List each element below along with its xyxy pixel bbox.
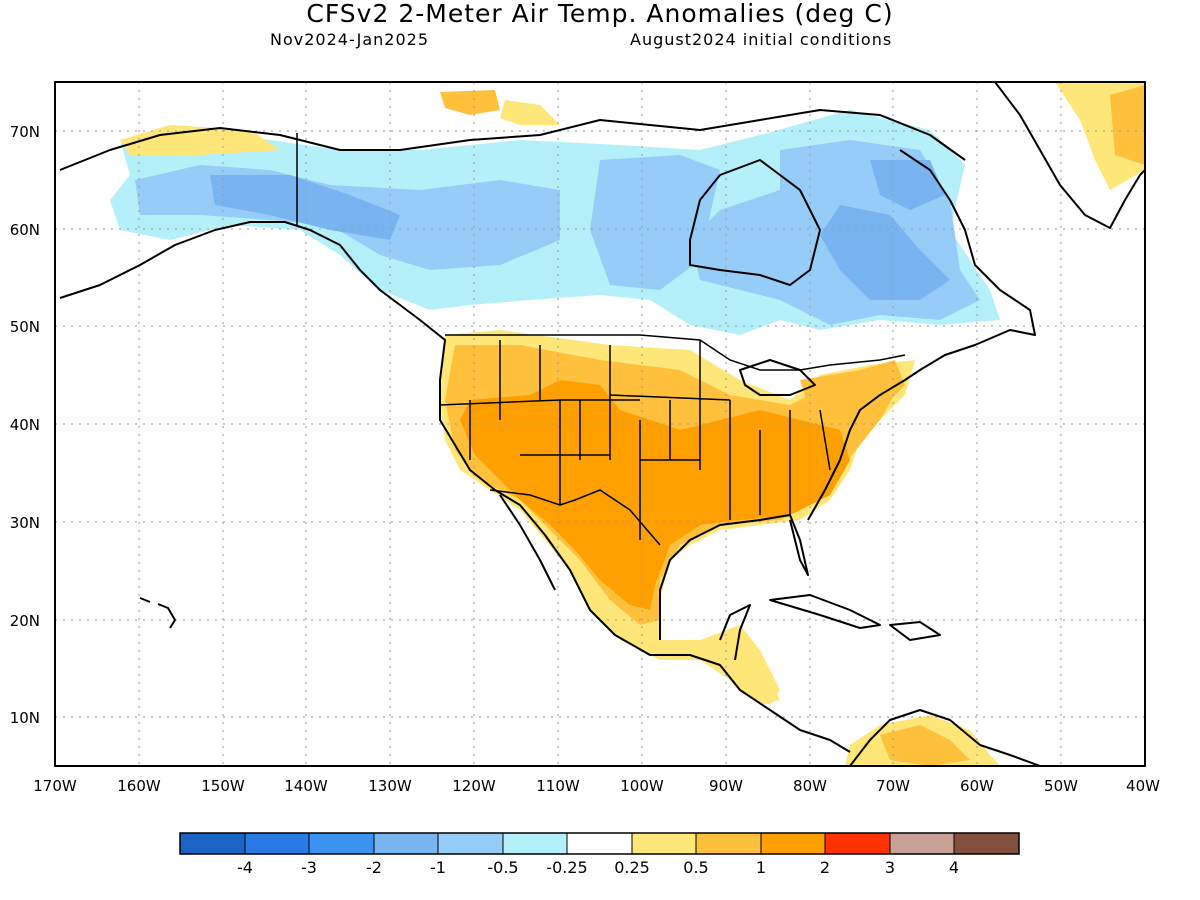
coastline-north-america: [59, 221, 851, 753]
colorbar-label: 4: [949, 858, 959, 877]
lon-label: 130W: [368, 777, 412, 795]
coastline-hawaii: [139, 597, 176, 629]
lat-label: 60N: [10, 221, 40, 239]
colorbar-label: -1: [430, 858, 446, 877]
colorbar-swatch: [953, 832, 1020, 855]
lon-label: 170W: [33, 777, 77, 795]
colorbar-label: 0.25: [614, 858, 650, 877]
coastline-cuba: [769, 594, 881, 629]
forecast-period: Nov2024-Jan2025: [270, 30, 429, 49]
coastlines: [59, 82, 1145, 766]
anomaly-region-quebec-strong: [820, 205, 950, 300]
initial-conditions-label: August2024 initial conditions: [630, 30, 893, 49]
colorbar-label: -4: [237, 858, 253, 877]
colorbar-swatch: [631, 832, 697, 855]
border-us-canada: [445, 334, 906, 371]
lon-label: 80W: [793, 777, 827, 795]
colorbar-swatch: [373, 832, 439, 855]
map-frame: [54, 81, 1146, 767]
colorbar-swatch: [760, 832, 826, 855]
map-title: CFSv2 2-Meter Air Temp. Anomalies (deg C…: [306, 0, 894, 28]
lat-label: 50N: [10, 318, 40, 336]
colorbar-label: 0.5: [683, 858, 708, 877]
border-us-states: [439, 340, 831, 540]
political-borders: [296, 133, 906, 546]
lon-label: 50W: [1044, 777, 1078, 795]
anomaly-region-southwest-us-mexico: [460, 380, 850, 610]
colorbar-label: 1: [756, 858, 766, 877]
coastline-arctic: [59, 109, 966, 171]
lat-label: 70N: [10, 123, 40, 141]
colorbar-swatch: [179, 832, 246, 855]
coastline-greenland: [994, 82, 1145, 229]
colorbar-frame: [179, 832, 1020, 855]
anomaly-region-south-america-core: [880, 725, 970, 766]
colorbar-swatch: [824, 832, 891, 855]
lon-label: 160W: [117, 777, 161, 795]
coastline-hispaniola: [889, 621, 941, 641]
colorbar-swatch: [244, 832, 310, 855]
colorbar-swatch: [695, 832, 762, 855]
anomaly-region-arctic-north: [500, 100, 560, 125]
colorbar: [179, 832, 1020, 855]
lat-label: 40N: [10, 416, 40, 434]
coastline-yucatan: [719, 604, 751, 661]
colorbar-label: -3: [301, 858, 317, 877]
lon-label: 60W: [960, 777, 994, 795]
colorbar-swatch: [566, 832, 633, 855]
anomaly-region-beaufort: [120, 125, 280, 155]
anomaly-region-northeast-us: [800, 360, 905, 420]
anomaly-shading: [110, 82, 1145, 766]
anomaly-region-baffin: [870, 160, 945, 210]
colorbar-swatch: [308, 832, 375, 855]
coastline-baja: [499, 494, 556, 591]
lon-label: 110W: [536, 777, 580, 795]
graticule: [55, 82, 1145, 766]
colorbar-label: -0.25: [546, 858, 587, 877]
anomaly-region-arctic-islands: [440, 90, 500, 115]
coastline-gulf-of-mexico: [659, 514, 809, 640]
lat-label: 10N: [10, 709, 40, 727]
colorbar-swatch: [437, 832, 504, 855]
colorbar-label: 3: [885, 858, 895, 877]
lon-label: 70W: [876, 777, 910, 795]
anomaly-region-greenland-core: [1110, 85, 1145, 165]
anomaly-region-central-america: [700, 625, 780, 705]
lon-label: 140W: [284, 777, 328, 795]
latitude-axis: 70N 60N 50N 40N 30N 20N 10N: [10, 123, 40, 727]
colorbar-label: -0.5: [487, 858, 518, 877]
lon-label: 40W: [1126, 777, 1160, 795]
lat-label: 30N: [10, 514, 40, 532]
coastline-east-coast: [807, 149, 1036, 521]
lon-label: 90W: [709, 777, 743, 795]
lon-label: 100W: [620, 777, 664, 795]
anomaly-region-alaska-strong: [210, 175, 400, 240]
colorbar-label: 2: [820, 858, 830, 877]
lon-label: 150W: [201, 777, 245, 795]
coastline-south-america: [849, 709, 1041, 766]
colorbar-swatch: [889, 832, 955, 855]
colorbar-label: -2: [366, 858, 382, 877]
coastline-great-lakes: [739, 359, 816, 396]
colorbar-swatch: [502, 832, 568, 855]
lon-label: 120W: [452, 777, 496, 795]
longitude-axis: 170W 160W 150W 140W 130W 120W 110W 100W …: [33, 777, 1160, 795]
colorbar-labels: -4 -3 -2 -1 -0.5 -0.25 0.25 0.5 1 2 3 4: [237, 858, 959, 877]
border-us-mexico: [489, 489, 661, 546]
coastline-hudson-bay: [689, 159, 821, 286]
anomaly-region-hudson-bay: [590, 155, 720, 290]
lat-label: 20N: [10, 612, 40, 630]
